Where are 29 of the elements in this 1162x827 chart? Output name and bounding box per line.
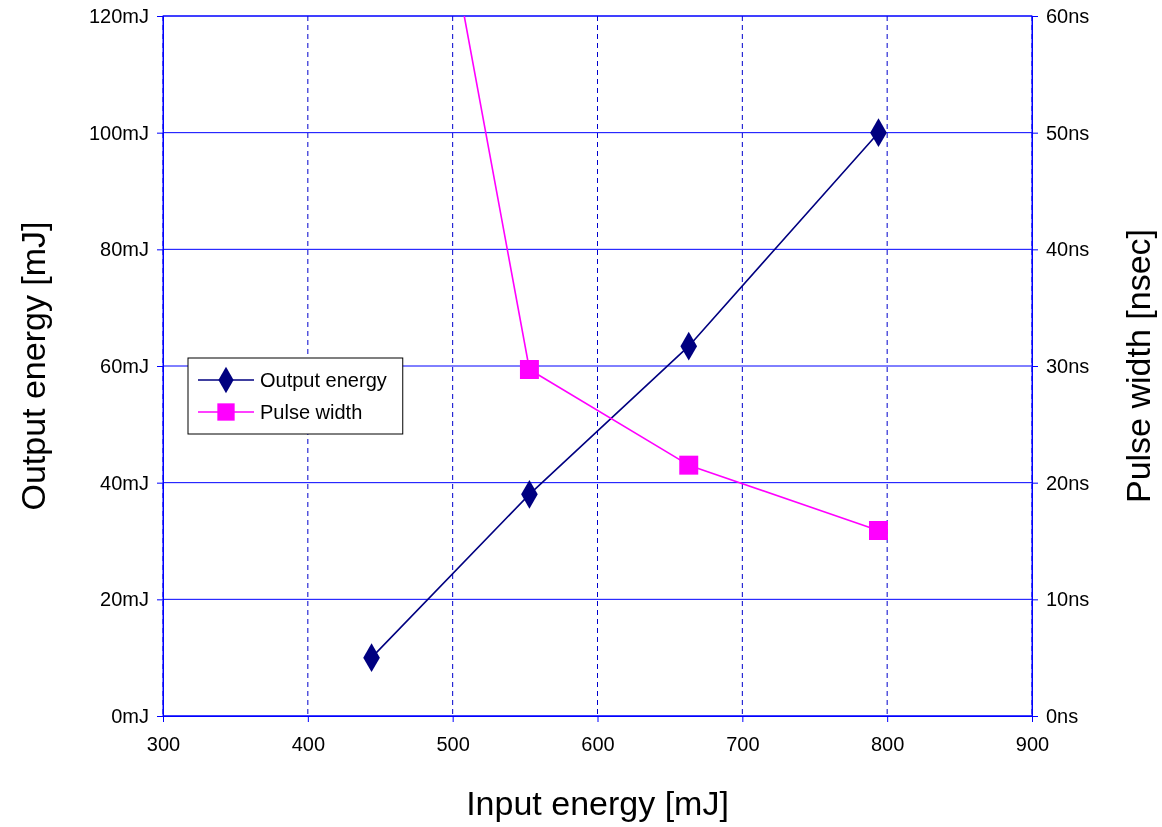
- legend-label: Output energy: [260, 369, 387, 391]
- y2-tick-label: 10ns: [1046, 588, 1090, 611]
- x-tick-label: 500: [436, 733, 470, 755]
- point: [679, 455, 699, 475]
- y2-tick-label: 50ns: [1046, 121, 1090, 144]
- x-tick-label: 600: [581, 733, 615, 755]
- x-tick-label: 800: [870, 733, 905, 755]
- x-tick-label: 700: [726, 733, 760, 755]
- y-tick-label: 80mJ: [100, 238, 149, 261]
- y2-tick-label: 30ns: [1046, 354, 1090, 377]
- y2-tick-label: 60ns: [1046, 4, 1090, 27]
- y-tick-label: 20mJ: [100, 588, 149, 611]
- y-tick-label: 100mJ: [88, 121, 149, 144]
- y-axis-title: Output energy [mJ]: [14, 221, 52, 511]
- x-tick-label: 400: [291, 733, 326, 755]
- y2-tick-label: 40ns: [1046, 238, 1090, 261]
- legend-label: Pulse width: [260, 401, 363, 423]
- y-tick-label: 60mJ: [100, 354, 149, 377]
- point: [868, 521, 888, 540]
- x-tick-label: 900: [1015, 733, 1050, 755]
- y-tick-label: 0mJ: [111, 704, 149, 727]
- y-tick-label: 40mJ: [100, 471, 149, 494]
- y2-tick-label: 0ns: [1046, 704, 1079, 727]
- y2-axis-title: Pulse width [nsec]: [1119, 228, 1157, 504]
- x-axis-title: Input energy [mJ]: [466, 784, 729, 822]
- y-tick-label: 120mJ: [88, 4, 149, 27]
- x-tick-label: 300: [146, 733, 181, 755]
- point: [519, 360, 539, 379]
- y2-tick-label: 20ns: [1046, 471, 1090, 494]
